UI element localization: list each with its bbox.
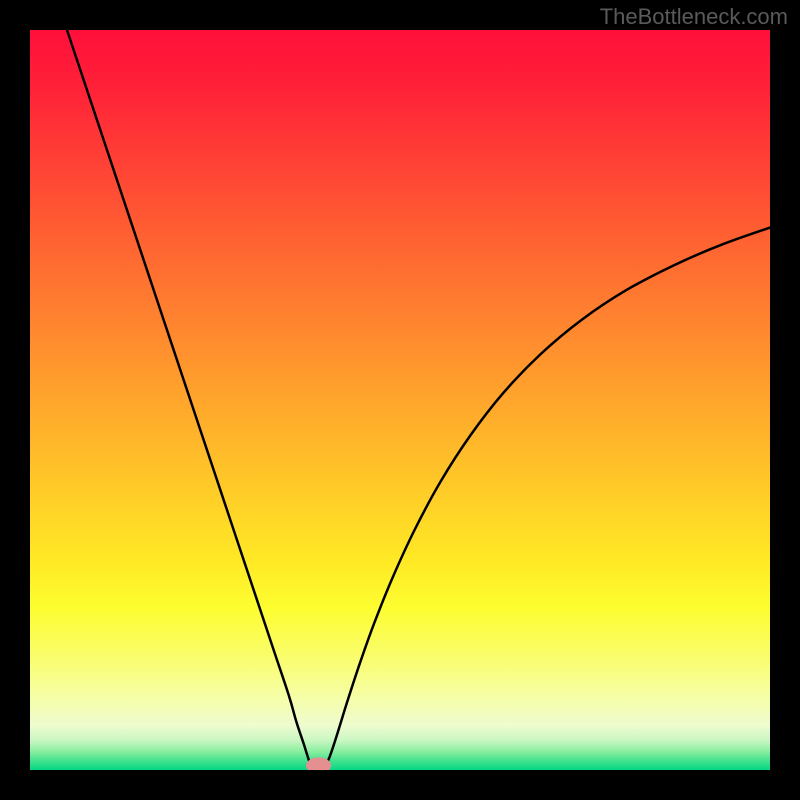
plot-area: [30, 30, 770, 770]
chart-container: TheBottleneck.com: [0, 0, 800, 800]
bottleneck-curve: [30, 30, 770, 770]
watermark-text: TheBottleneck.com: [600, 4, 788, 30]
